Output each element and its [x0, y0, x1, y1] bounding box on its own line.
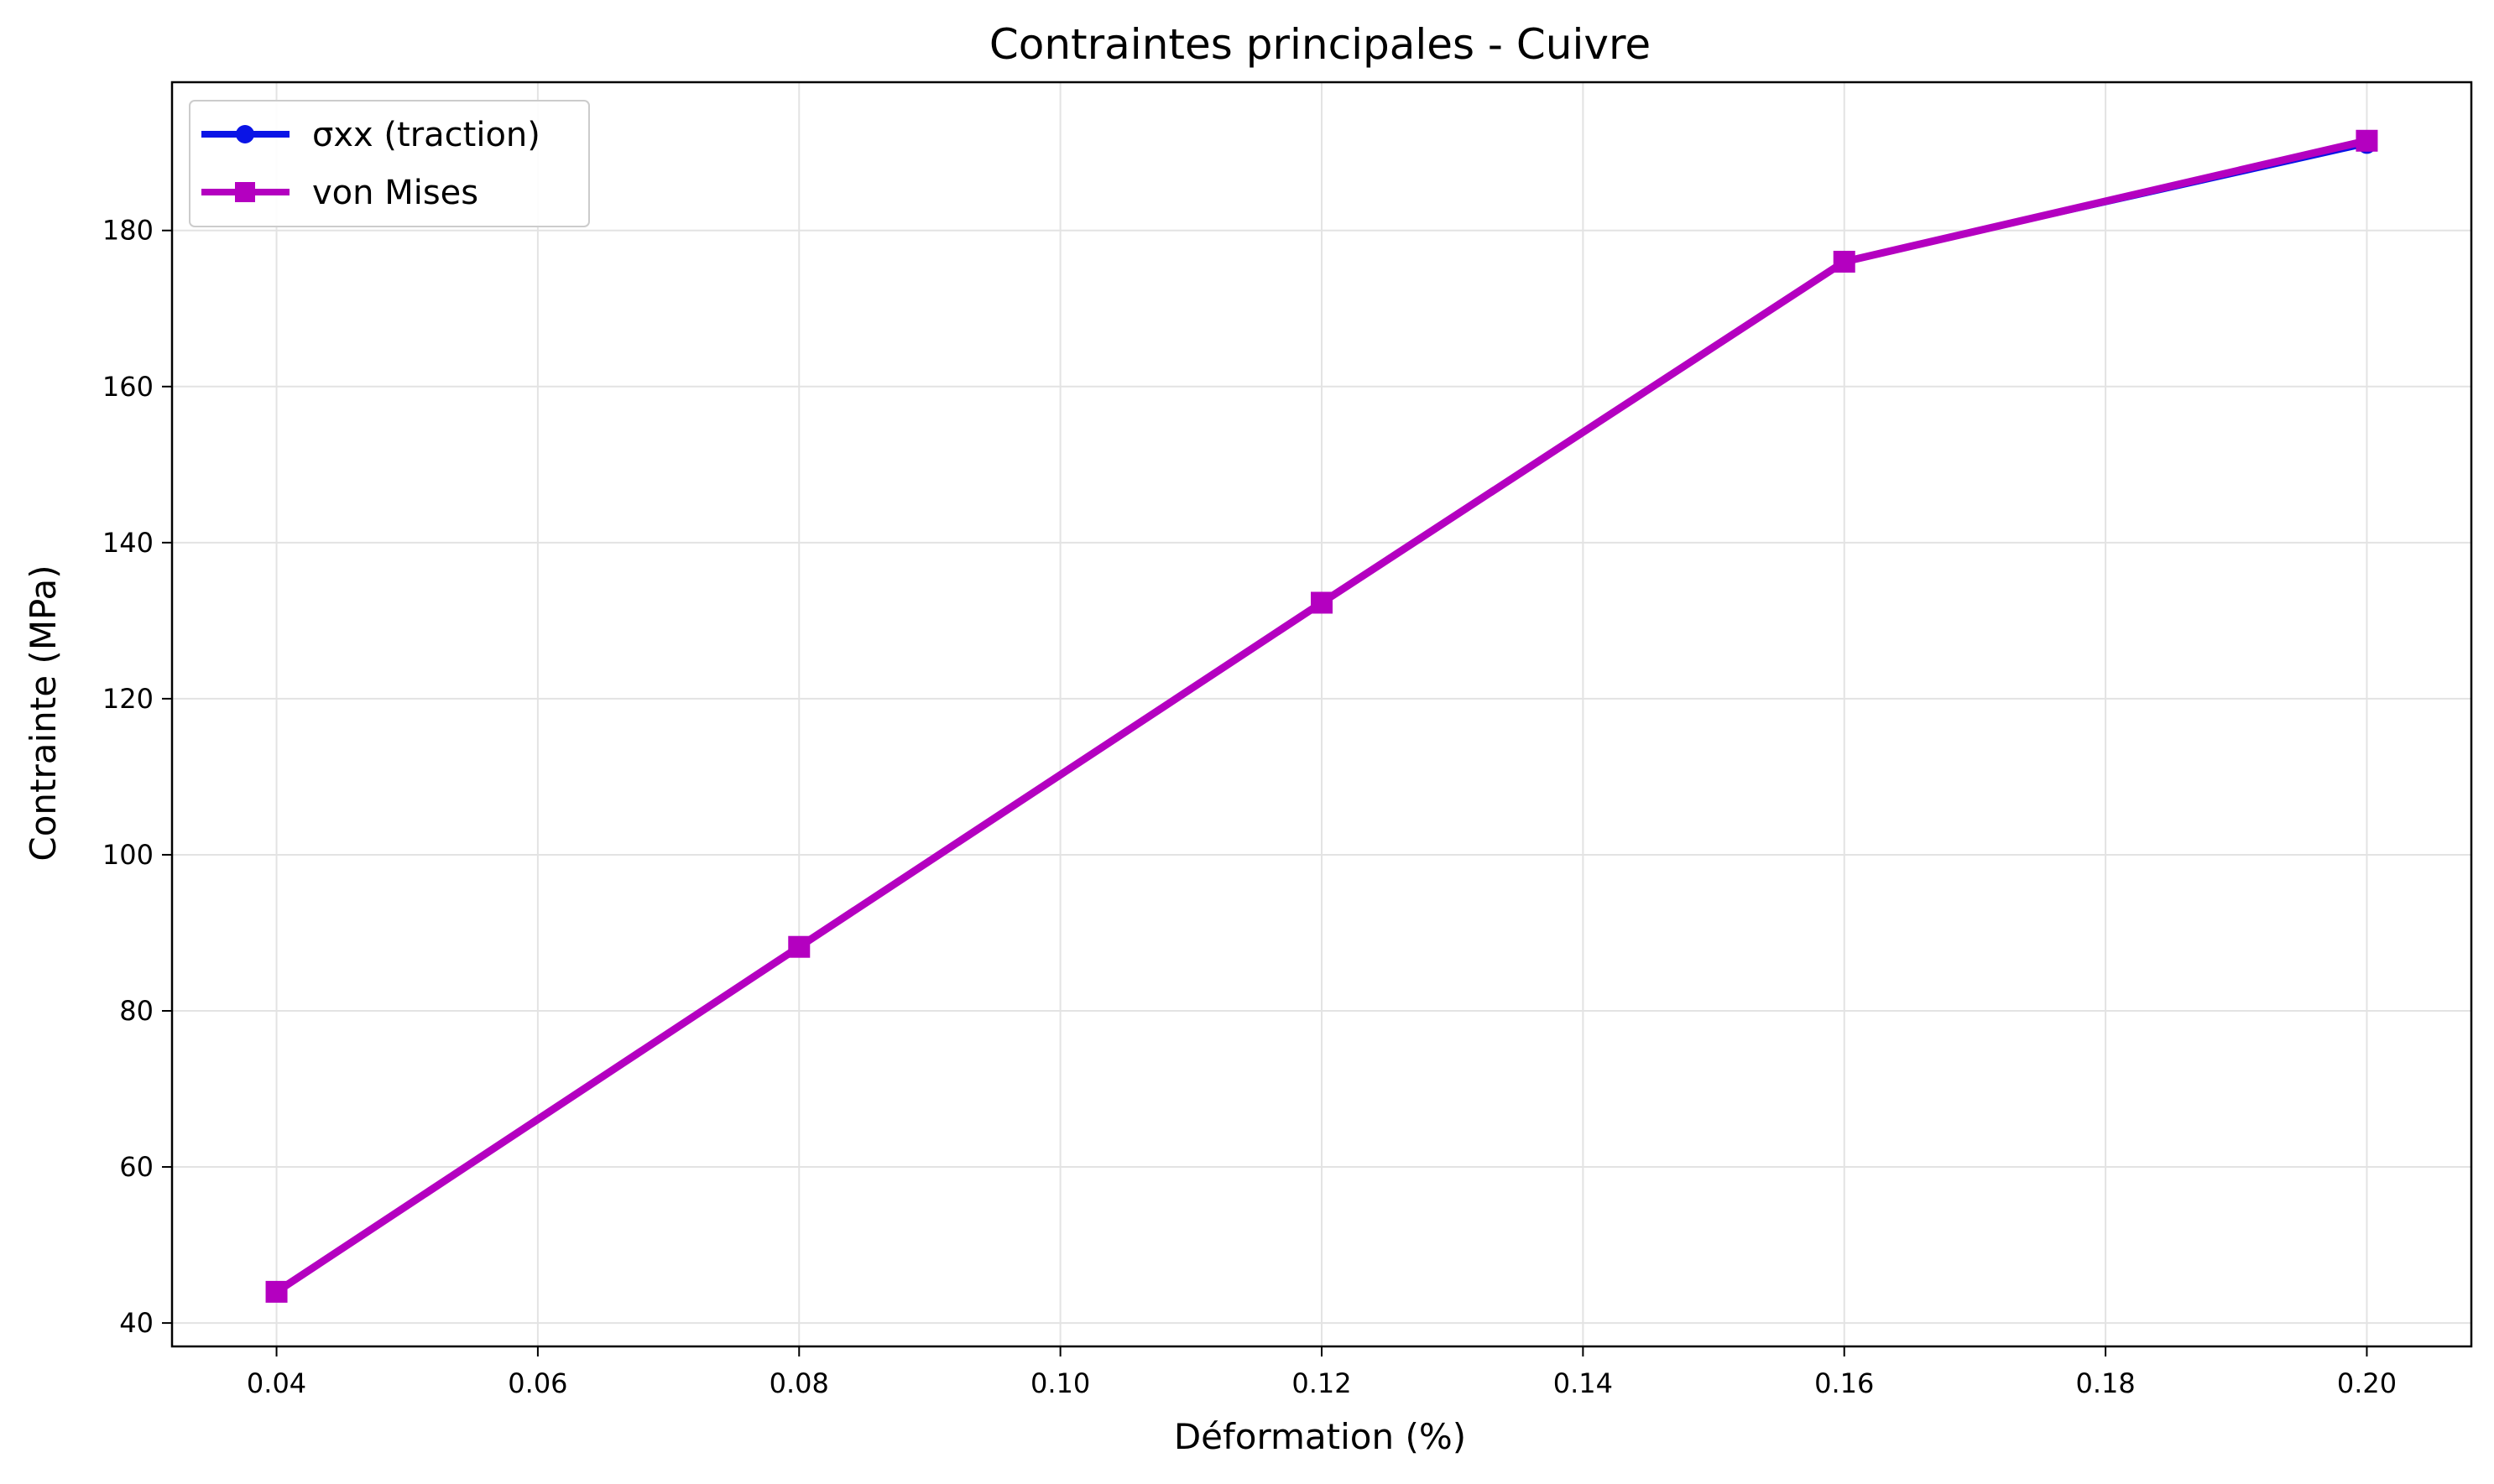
x-tick-label: 0.06	[508, 1367, 567, 1399]
y-tick-label: 160	[102, 371, 154, 403]
data-point-von-mises	[265, 1280, 288, 1303]
legend-marker-sigma-xx	[236, 125, 254, 143]
y-tick-label: 180	[102, 215, 154, 247]
x-tick-label: 0.16	[1814, 1367, 1874, 1399]
x-tick-label: 0.04	[247, 1367, 306, 1399]
x-tick-label: 0.14	[1553, 1367, 1613, 1399]
x-tick-label: 0.18	[2075, 1367, 2135, 1399]
x-tick-label: 0.12	[1291, 1367, 1351, 1399]
data-point-von-mises	[788, 935, 811, 958]
y-tick-label: 80	[119, 995, 154, 1027]
legend-label-von-mises: von Mises	[312, 174, 478, 212]
axis-ticks: 0.04 0.06 0.08 0.10 0.12 0.14 0.16 0.18 0.20 40 60…	[102, 215, 2397, 1399]
legend-marker-von-mises	[235, 182, 255, 202]
x-tick-label: 0.08	[770, 1367, 829, 1399]
legend-label-sigma-xx: σxx (traction)	[312, 116, 540, 154]
x-tick-label: 0.20	[2337, 1367, 2397, 1399]
y-axis-title: Contrainte (MPa)	[23, 565, 64, 861]
x-tick-label: 0.10	[1030, 1367, 1090, 1399]
data-point-von-mises	[2356, 129, 2378, 152]
y-tick-label: 140	[102, 527, 154, 559]
chart-title: Contraintes principales - Cuivre	[989, 20, 1651, 69]
data-point-von-mises	[1311, 591, 1333, 614]
series-lines	[265, 129, 2378, 1303]
x-axis-title: Déformation (%)	[1174, 1416, 1466, 1457]
legend: σxx (traction) von Mises	[189, 100, 590, 227]
y-tick-label: 100	[102, 839, 154, 871]
y-tick-label: 60	[119, 1151, 154, 1183]
grid	[172, 82, 2471, 1346]
y-tick-label: 120	[102, 683, 154, 715]
y-tick-label: 40	[119, 1307, 154, 1339]
data-point-von-mises	[1833, 250, 1855, 273]
